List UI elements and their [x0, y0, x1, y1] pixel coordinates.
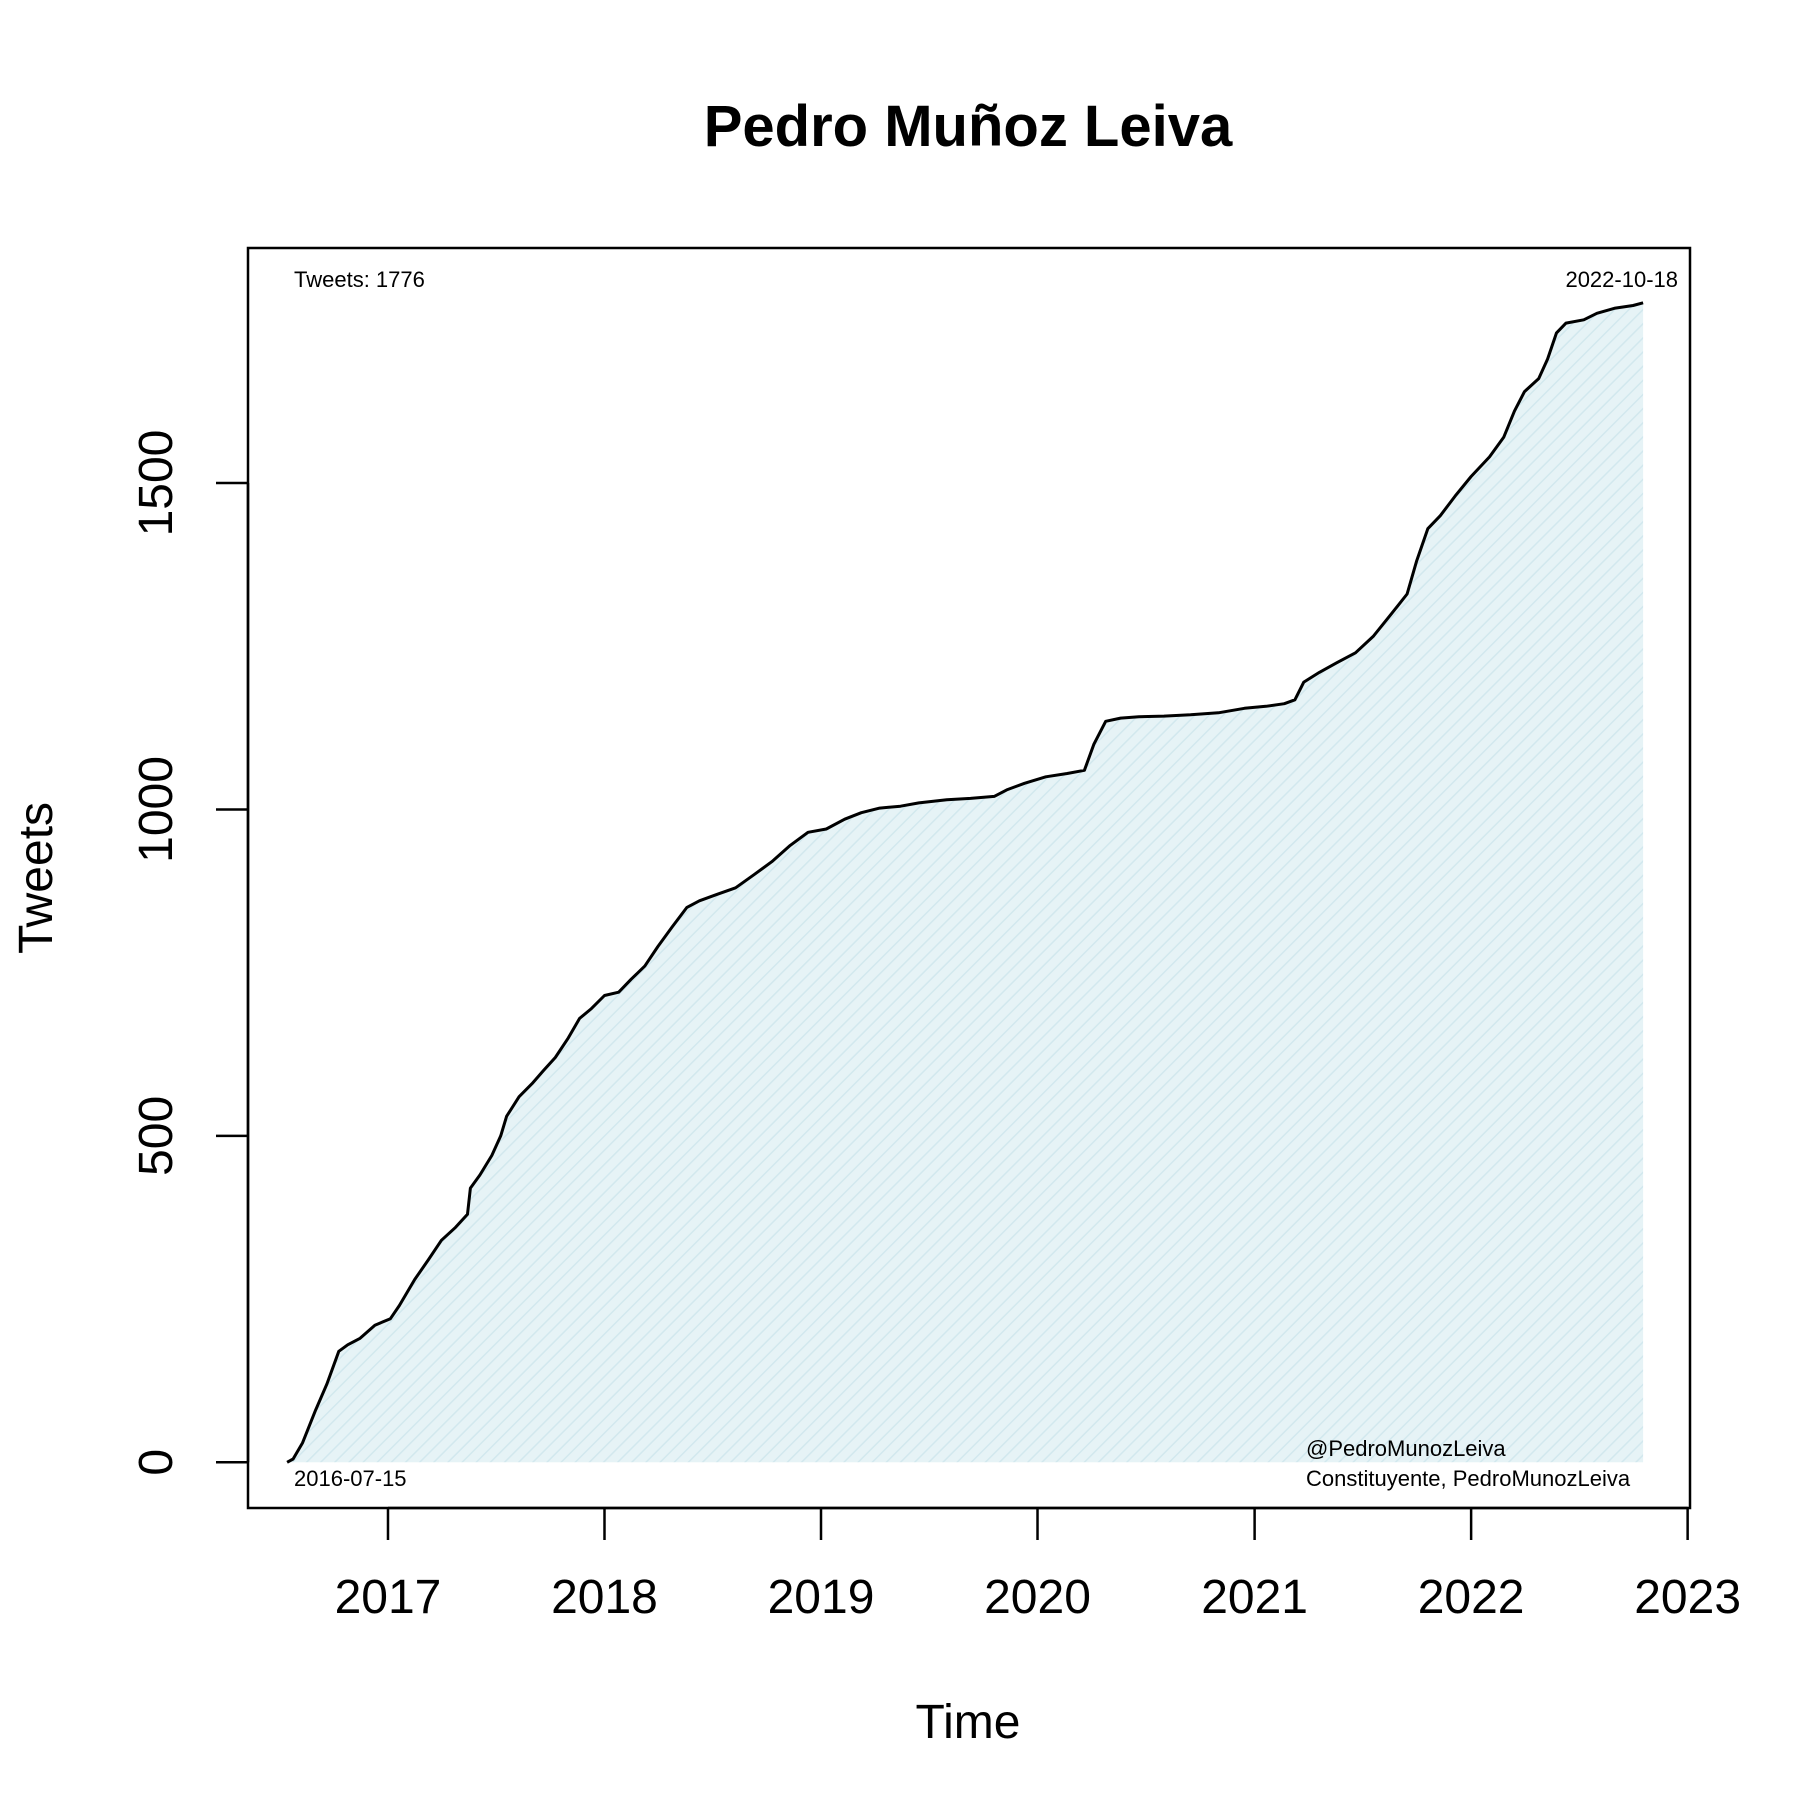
- handle-label: @PedroMunozLeiva: [1306, 1436, 1506, 1461]
- x-axis-label: Time: [916, 1696, 1021, 1749]
- cumulative-area: [287, 302, 1644, 1463]
- description-label: Constituyente, PedroMunozLeiva: [1306, 1466, 1631, 1491]
- y-tick-label: 0: [130, 1449, 183, 1476]
- y-tick-label: 500: [130, 1096, 183, 1176]
- y-tick-label: 1000: [130, 756, 183, 863]
- x-tick-label: 2018: [551, 1571, 658, 1624]
- chart-title: Pedro Muñoz Leiva: [704, 94, 1233, 159]
- x-tick-label: 2022: [1418, 1571, 1525, 1624]
- y-tick-label: 1500: [130, 430, 183, 537]
- tweet-count-label: Tweets: 1776: [294, 267, 425, 292]
- x-tick-label: 2020: [984, 1571, 1091, 1624]
- x-tick-label: 2023: [1634, 1571, 1741, 1624]
- x-axis: 2017 2018 2019 2020 2021 2022 2023: [335, 1506, 1741, 1624]
- cumulative-line: [286, 301, 1644, 1464]
- x-tick-label: 2021: [1201, 1571, 1308, 1624]
- x-tick-label: 2019: [768, 1571, 875, 1624]
- end-date-label: 2022-10-18: [1565, 267, 1678, 292]
- x-tick-label: 2017: [335, 1571, 442, 1624]
- y-axis-label: Tweets: [10, 802, 63, 954]
- start-date-label: 2016-07-15: [294, 1466, 407, 1491]
- plot-area: [286, 301, 1644, 1464]
- y-axis: 0 500 1000 1500: [130, 430, 250, 1476]
